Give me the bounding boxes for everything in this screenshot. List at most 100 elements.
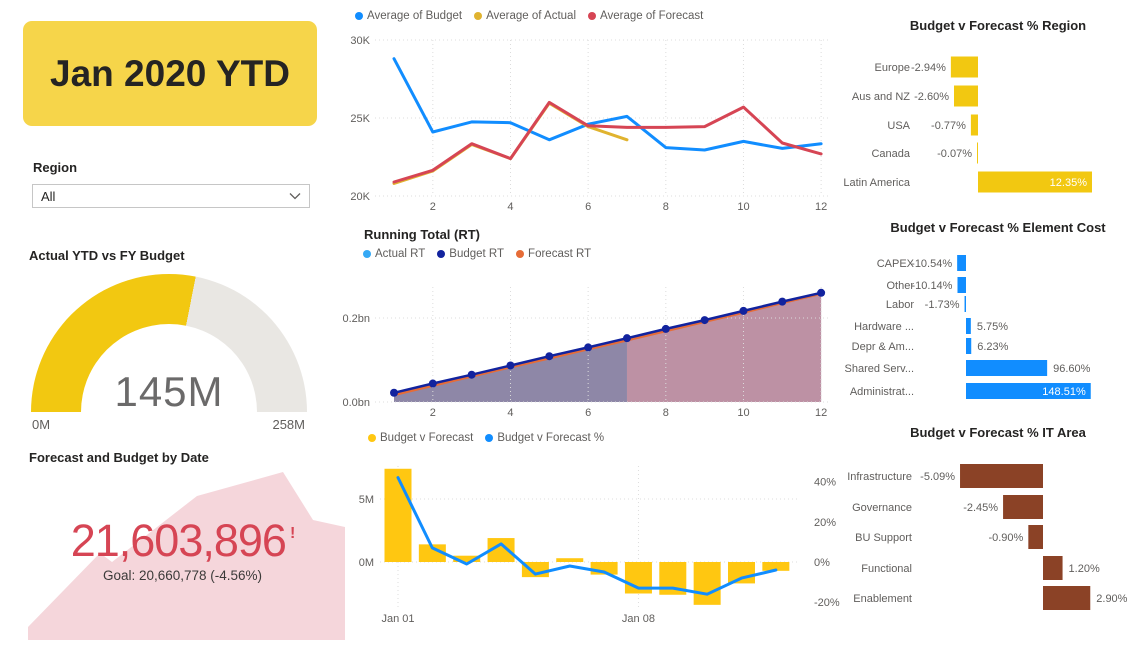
axis-label: -2.60% xyxy=(914,91,949,103)
axis-label: 4 xyxy=(507,407,513,419)
axis-label: 0.2bn xyxy=(342,313,370,325)
hbar-region[interactable] xyxy=(954,85,978,107)
budget-rt-marker[interactable] xyxy=(506,361,515,370)
legend-item-forecast[interactable]: Average of Forecast xyxy=(588,10,703,22)
legend-item-bvf[interactable]: Budget v Forecast xyxy=(368,432,473,444)
hbar-itarea[interactable] xyxy=(960,464,1043,488)
axis-label: 10 xyxy=(737,407,749,419)
axis-label: Jan 01 xyxy=(381,613,414,625)
forecast-area xyxy=(626,293,822,402)
legend-dot-forecast xyxy=(588,12,596,20)
axis-label: Enablement xyxy=(853,593,912,605)
legend-dot-budget-rt xyxy=(437,250,446,258)
budget-v-forecast-pct-line[interactable] xyxy=(396,476,778,596)
axis-label: -2.94% xyxy=(911,62,946,74)
gauge-title: Actual YTD vs FY Budget xyxy=(29,248,185,263)
legend-item-forecast-rt[interactable]: Forecast RT xyxy=(516,248,591,260)
axis-label: Jan 08 xyxy=(622,613,655,625)
itarea-bar-title: Budget v Forecast % IT Area xyxy=(910,425,1086,440)
axis-label: Functional xyxy=(861,563,912,575)
budget-rt-marker[interactable] xyxy=(584,343,593,352)
gauge-value: 145M xyxy=(114,368,224,415)
axis-label: 12 xyxy=(815,407,827,419)
hbar-region[interactable] xyxy=(978,171,1092,193)
legend-item-bvf-pct[interactable]: Budget v Forecast % xyxy=(485,432,604,444)
budget-v-forecast-bar[interactable] xyxy=(556,558,584,562)
gauge-chart xyxy=(31,274,307,412)
kpi-sparkline-area xyxy=(28,472,345,640)
axis-label: 6 xyxy=(585,201,591,213)
axis-label: 6 xyxy=(585,407,591,419)
legend-dot-bvf xyxy=(368,434,376,442)
hbar-region[interactable] xyxy=(970,114,978,136)
region-dropdown-value: All xyxy=(41,188,56,204)
axis-label: Depr & Am... xyxy=(852,341,914,353)
axis-label: Governance xyxy=(852,502,912,514)
legend-item-actual-rt[interactable]: Actual RT xyxy=(363,248,425,260)
avg-line-chart[interactable]: 30K 25K 20K 2 4 6 8 10 12 xyxy=(340,25,840,220)
hbar-itarea[interactable] xyxy=(1003,495,1043,519)
budget-rt-marker[interactable] xyxy=(467,370,476,379)
it-area-bar-chart[interactable]: Infrastructure -5.09% Governance -2.45% BU S… xyxy=(847,450,1146,625)
budget-v-forecast-bar[interactable] xyxy=(453,555,481,562)
kpi-value: 21,603,896! xyxy=(70,515,296,566)
budget-rt-marker[interactable] xyxy=(661,324,670,333)
region-bar-chart[interactable]: Europe -2.94% Aus and NZ -2.60% USA -0.77% Can… xyxy=(843,45,1146,205)
budget-v-forecast-bar[interactable] xyxy=(693,562,721,605)
budget-rt-line[interactable] xyxy=(392,291,823,395)
budget-rt-marker[interactable] xyxy=(778,297,787,306)
budget-rt-marker[interactable] xyxy=(428,379,437,388)
avg-chart-legend: Average of Budget Average of Actual Aver… xyxy=(355,10,703,22)
legend-item-actual[interactable]: Average of Actual xyxy=(474,10,576,22)
budget-v-forecast-bar[interactable] xyxy=(418,544,446,562)
budget-v-forecast-chart[interactable]: 5M 0M 40% 20% 0% -20% Jan 01 Jan 08 xyxy=(340,450,850,630)
chevron-down-icon xyxy=(289,193,301,200)
budget-rt-marker[interactable] xyxy=(622,334,631,343)
budget-v-forecast-bar[interactable] xyxy=(487,538,515,562)
axis-label: 4 xyxy=(507,201,513,213)
hbar-element[interactable] xyxy=(966,383,1091,399)
budget-rt-marker[interactable] xyxy=(545,352,554,361)
hbar-region[interactable] xyxy=(950,56,978,78)
axis-label: -10.54% xyxy=(911,258,952,270)
forecast-line[interactable] xyxy=(392,100,823,184)
hbar-element[interactable] xyxy=(966,338,972,354)
element-cost-bar-chart[interactable]: CAPEX-10.54% Other-10.14% Labor -1.73% Hardw… xyxy=(845,245,1146,410)
hbar-element[interactable] xyxy=(966,360,1048,376)
hbar-element[interactable] xyxy=(957,277,966,293)
axis-label: -2.45% xyxy=(963,502,998,514)
region-dropdown[interactable]: All xyxy=(32,184,310,208)
forecast-rt-line[interactable] xyxy=(392,292,823,397)
axis-label: Infrastructure xyxy=(847,471,912,483)
budget-v-forecast-bar[interactable] xyxy=(728,562,755,584)
axis-label: Latin America xyxy=(843,177,911,189)
budget-rt-marker[interactable] xyxy=(700,316,709,325)
hbar-region[interactable] xyxy=(977,142,978,164)
axis-label: -20% xyxy=(814,597,840,609)
hbar-itarea[interactable] xyxy=(1043,586,1091,610)
budget-rt-marker[interactable] xyxy=(390,388,398,397)
kpi-title: Forecast and Budget by Date xyxy=(29,450,209,465)
budget-v-forecast-bar[interactable] xyxy=(762,562,790,571)
axis-label: -0.07% xyxy=(937,148,972,160)
axis-label: 2 xyxy=(430,407,436,419)
budget-rt-marker[interactable] xyxy=(739,306,748,315)
axis-label: 10 xyxy=(737,201,749,213)
legend-item-budget[interactable]: Average of Budget xyxy=(355,10,462,22)
legend-item-budget-rt[interactable]: Budget RT xyxy=(437,248,504,260)
budget-rt-marker[interactable] xyxy=(817,288,826,297)
axis-label: Europe xyxy=(875,62,910,74)
hbar-element[interactable] xyxy=(957,255,966,271)
budget-line[interactable] xyxy=(392,57,823,152)
running-total-chart[interactable]: 0.2bn 0.0bn 2 4 6 8 10 12 xyxy=(340,265,840,423)
budget-v-forecast-bar[interactable] xyxy=(384,468,412,562)
gauge-max-label: 258M xyxy=(272,417,305,432)
hbar-itarea[interactable] xyxy=(1028,525,1043,549)
hbar-element[interactable] xyxy=(964,296,966,312)
hbar-itarea[interactable] xyxy=(1043,556,1063,580)
axis-label: 2.90% xyxy=(1096,593,1127,605)
axis-label: Administrat... xyxy=(850,386,914,398)
hbar-element[interactable] xyxy=(966,318,971,334)
axis-label: 6.23% xyxy=(977,341,1008,353)
rt-title: Running Total (RT) xyxy=(364,227,481,242)
